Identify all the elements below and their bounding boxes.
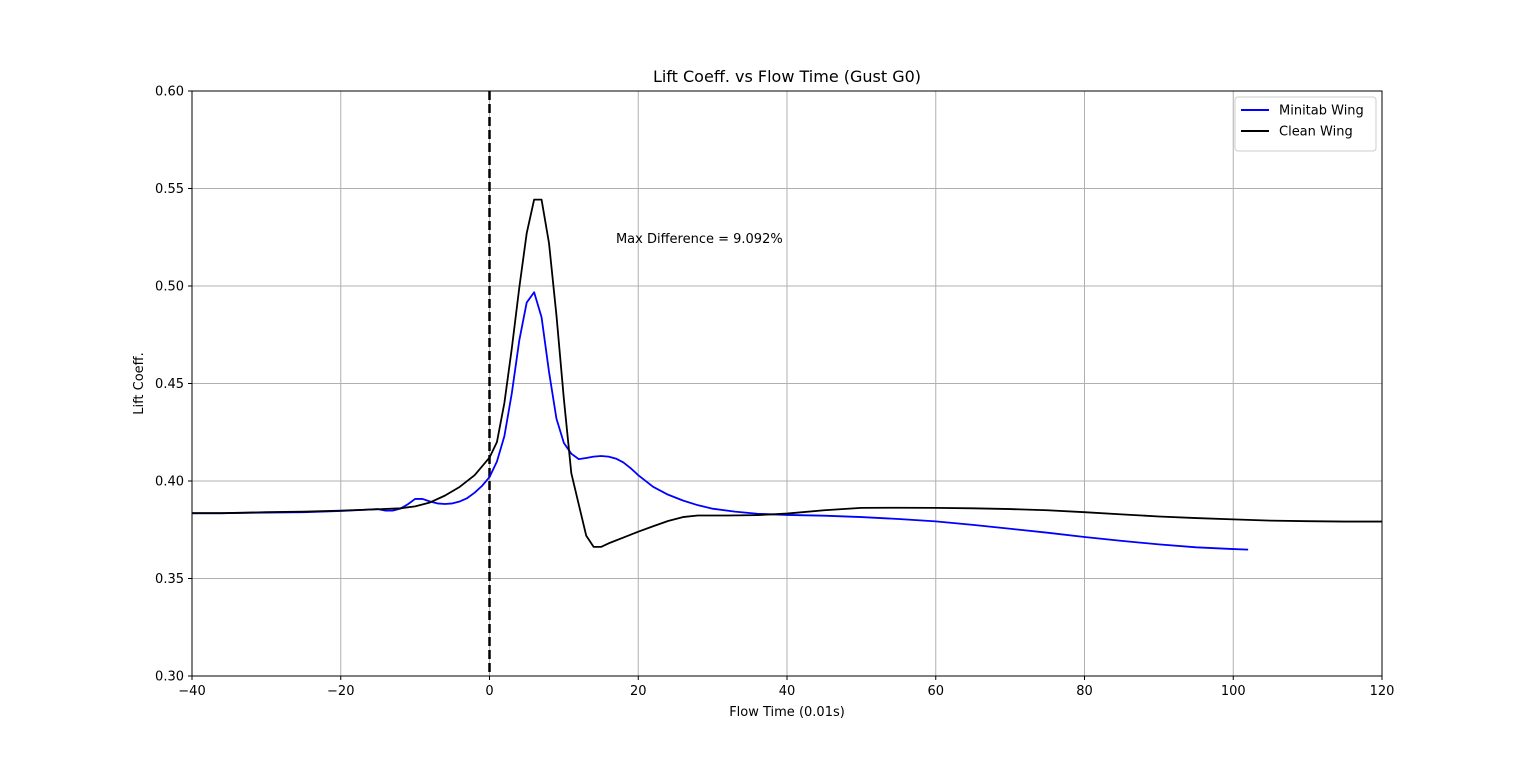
y-axis-label: Lift Coeff. [132,352,147,415]
axis-ticks: −40 −20 0 20 40 60 80 100 120 0.30 0.35 0.40 0.45 0.5… [155,85,1394,700]
x-tick-label: 40 [779,684,796,699]
y-tick-label: 0.60 [155,85,184,100]
max-difference-annotation: Max Difference = 9.092% [616,232,783,247]
chart-title: Lift Coeff. vs Flow Time (Gust G0) [653,67,921,86]
x-tick-label: 100 [1221,684,1246,699]
series-line-clean-wing [192,198,1382,548]
x-tick-label: 80 [1076,684,1093,699]
y-tick-label: 0.30 [155,670,184,685]
x-tick-label: −20 [327,684,354,699]
y-tick-label: 0.45 [155,377,184,392]
y-tick-label: 0.50 [155,280,184,295]
legend-label-minitab-wing: Minitab Wing [1279,104,1364,119]
legend-box [1234,96,1377,152]
x-axis-label: Flow Time (0.01s) [729,705,845,720]
x-tick-label: 120 [1370,684,1395,699]
legend: Minitab Wing Clean Wing [1234,96,1377,152]
x-tick-label: −40 [178,684,205,699]
legend-label-clean-wing: Clean Wing [1279,125,1353,140]
x-tick-label: 0 [485,684,493,699]
series-lines [192,198,1382,551]
x-tick-label: 20 [630,684,647,699]
y-tick-label: 0.35 [155,572,184,587]
y-tick-label: 0.55 [155,182,184,197]
series-line-minitab-wing [192,291,1249,551]
x-tick-label: 60 [927,684,944,699]
y-tick-label: 0.40 [155,475,184,490]
